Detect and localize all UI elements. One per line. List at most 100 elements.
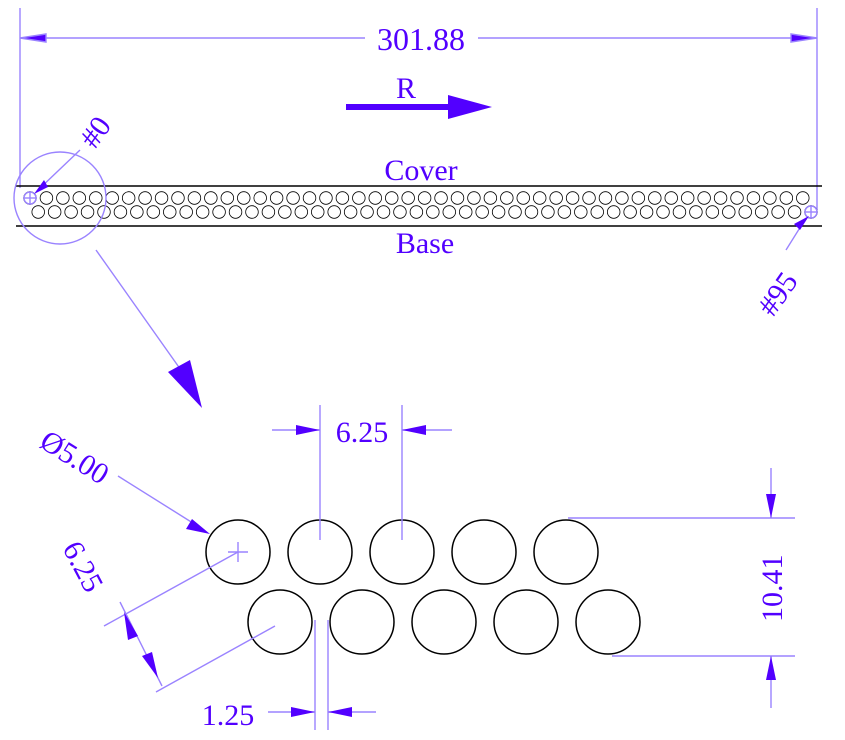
strip-hole bbox=[656, 205, 670, 219]
detail-hole bbox=[575, 589, 641, 655]
horizontal-pitch-dimension bbox=[272, 405, 452, 540]
strip-hole bbox=[237, 191, 251, 205]
overall-height-label: 10.41 bbox=[756, 555, 789, 623]
strip-hole bbox=[508, 205, 522, 219]
detail-leader-line bbox=[95, 249, 189, 381]
last-hole-label: #95 bbox=[752, 266, 805, 322]
strip-hole bbox=[648, 191, 662, 205]
arrowhead-right bbox=[790, 33, 818, 43]
strip-hole bbox=[343, 205, 358, 219]
horizontal-pitch-label: 6.25 bbox=[336, 416, 389, 449]
row-offset-label: 1.25 bbox=[202, 699, 255, 732]
first-hole-arrowhead bbox=[34, 180, 48, 194]
diameter-dimension bbox=[117, 475, 210, 534]
strip-hole bbox=[212, 205, 226, 219]
strip-hole bbox=[680, 191, 695, 205]
strip-hole bbox=[113, 205, 128, 219]
strip-hole bbox=[163, 205, 177, 219]
strip-hole bbox=[401, 191, 415, 205]
strip-hole bbox=[533, 191, 547, 205]
strip-hole bbox=[72, 191, 87, 205]
strip-hole bbox=[261, 205, 276, 219]
strip-hole bbox=[557, 205, 572, 219]
strip-hole bbox=[121, 191, 136, 205]
diagonal-pitch-dimension bbox=[103, 551, 276, 693]
strip-hole bbox=[294, 205, 308, 219]
detail-hole bbox=[493, 589, 559, 655]
row-offset-dimension bbox=[268, 620, 376, 730]
strip-hole bbox=[385, 191, 399, 205]
overall-height-dimension bbox=[568, 468, 795, 708]
detail-hole bbox=[533, 519, 599, 585]
strip-hole bbox=[746, 191, 761, 205]
strip-hole bbox=[146, 205, 161, 219]
first-hole-marker bbox=[13, 149, 107, 245]
strip-hole bbox=[39, 191, 54, 205]
strip-hole bbox=[47, 205, 62, 219]
strip-hole bbox=[220, 191, 235, 205]
strip-hole bbox=[565, 191, 580, 205]
strip-hole bbox=[253, 191, 267, 205]
detail-leader-arrowhead bbox=[168, 360, 202, 408]
strip-hole bbox=[195, 205, 210, 219]
strip-hole bbox=[319, 191, 333, 205]
strip-hole bbox=[105, 191, 119, 205]
detail-hole bbox=[411, 589, 477, 655]
last-hole-marker bbox=[785, 205, 818, 251]
strip-hole bbox=[245, 205, 259, 219]
strip-hole bbox=[409, 205, 424, 219]
strip-hole bbox=[97, 205, 111, 219]
strip-hole bbox=[713, 191, 728, 205]
strip-hole bbox=[475, 205, 489, 219]
strip-hole bbox=[787, 205, 802, 219]
strip-hole bbox=[796, 191, 810, 205]
strip-hole bbox=[286, 191, 300, 205]
strip-hole bbox=[672, 205, 687, 219]
strip-hole bbox=[541, 205, 555, 219]
strip-hole bbox=[491, 205, 506, 219]
strip-hole bbox=[459, 205, 473, 219]
strip-hole bbox=[524, 205, 539, 219]
strip-hole bbox=[154, 191, 169, 205]
strip-hole bbox=[664, 191, 678, 205]
strip-hole bbox=[179, 205, 193, 219]
strip-hole bbox=[500, 191, 514, 205]
strip-hole bbox=[598, 191, 613, 205]
detail-hole bbox=[205, 519, 271, 585]
detail-hole bbox=[451, 519, 517, 585]
strip-hole bbox=[278, 205, 292, 219]
strip-hole bbox=[335, 191, 350, 205]
base-label: Base bbox=[396, 227, 454, 260]
strip-hole bbox=[722, 205, 736, 219]
cover-label: Cover bbox=[384, 154, 457, 187]
strip-hole bbox=[763, 191, 777, 205]
direction-label: R bbox=[396, 72, 416, 105]
strip-hole bbox=[352, 191, 366, 205]
strip-hole bbox=[368, 191, 382, 205]
detail-callout-circle bbox=[13, 151, 107, 245]
strip-hole bbox=[187, 191, 202, 205]
last-hole-arrowhead bbox=[794, 216, 809, 230]
strip-hole bbox=[204, 191, 218, 205]
strip-hole bbox=[80, 205, 95, 219]
strip-hole bbox=[376, 205, 391, 219]
strip-hole bbox=[639, 205, 654, 219]
strip-hole bbox=[130, 205, 144, 219]
strip-hole bbox=[171, 191, 185, 205]
strip-hole bbox=[426, 205, 440, 219]
strip-hole bbox=[467, 191, 481, 205]
strip-hole bbox=[631, 191, 646, 205]
strip-hole bbox=[623, 205, 637, 219]
strip-hole bbox=[89, 191, 103, 205]
hole-strip bbox=[23, 191, 818, 219]
detail-hole bbox=[247, 589, 313, 655]
strip-hole bbox=[31, 205, 45, 219]
detail-hole-pattern bbox=[205, 519, 641, 655]
strip-hole bbox=[549, 191, 563, 205]
strip-hole bbox=[754, 205, 769, 219]
strip-hole bbox=[360, 205, 374, 219]
strip-hole bbox=[697, 191, 711, 205]
strip-hole bbox=[779, 191, 794, 205]
strip-hole bbox=[442, 205, 456, 219]
strip-hole bbox=[311, 205, 325, 219]
